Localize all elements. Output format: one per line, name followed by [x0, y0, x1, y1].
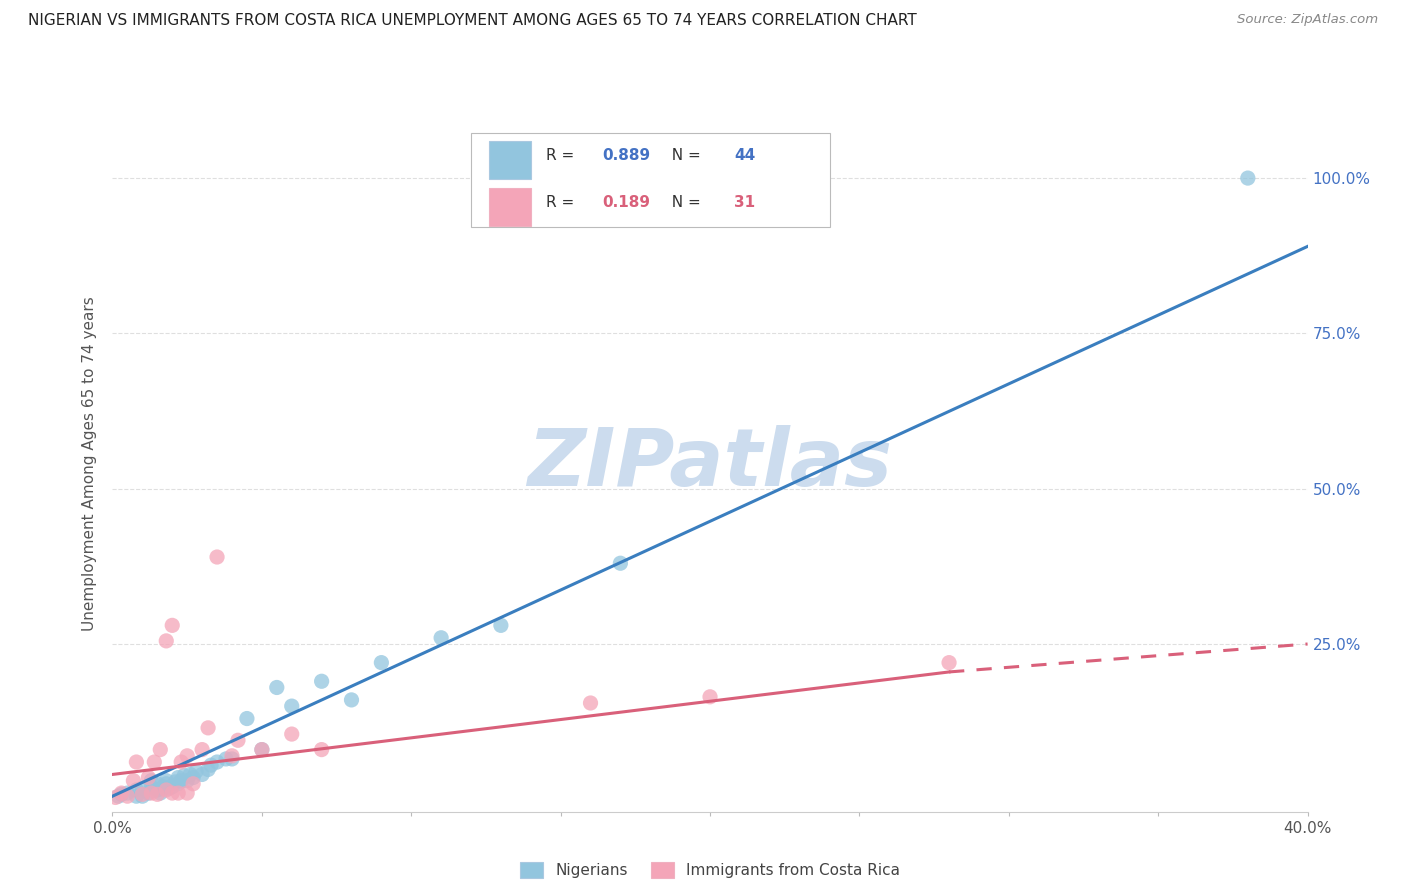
Text: ZIPatlas: ZIPatlas — [527, 425, 893, 503]
FancyBboxPatch shape — [489, 187, 531, 226]
Point — [197, 721, 219, 735]
Point — [191, 742, 214, 756]
Point — [110, 788, 132, 801]
Point — [173, 769, 195, 783]
Text: 0.889: 0.889 — [603, 148, 651, 163]
Point — [181, 771, 204, 785]
Point — [131, 789, 153, 804]
Text: R =: R = — [547, 195, 579, 211]
Point — [149, 786, 172, 800]
Point — [146, 788, 169, 801]
Point — [117, 786, 139, 800]
Point — [311, 674, 333, 689]
Y-axis label: Unemployment Among Ages 65 to 74 years: Unemployment Among Ages 65 to 74 years — [82, 296, 97, 632]
Point — [125, 783, 148, 797]
Point — [167, 786, 190, 800]
Point — [125, 755, 148, 769]
Text: R =: R = — [547, 148, 579, 163]
Point — [170, 773, 193, 788]
Point — [699, 690, 721, 704]
Point — [162, 618, 183, 632]
Point — [215, 752, 238, 766]
Point — [165, 775, 187, 789]
Point — [162, 780, 183, 794]
Point — [250, 742, 273, 756]
Point — [281, 727, 304, 741]
Point — [122, 773, 145, 788]
Point — [281, 699, 304, 714]
Point — [311, 742, 333, 756]
Point — [579, 696, 602, 710]
Point — [205, 549, 228, 564]
FancyBboxPatch shape — [489, 141, 531, 179]
Point — [155, 783, 177, 797]
Point — [167, 771, 190, 785]
Point — [170, 755, 193, 769]
Point — [157, 781, 180, 796]
Point — [205, 755, 228, 769]
Point — [131, 788, 153, 801]
Point — [162, 786, 183, 800]
Point — [266, 681, 288, 695]
Point — [191, 767, 214, 781]
Point — [430, 631, 453, 645]
Point — [155, 777, 177, 791]
Point — [200, 758, 222, 772]
Point — [250, 742, 273, 756]
Point — [609, 556, 631, 570]
Point — [141, 773, 163, 788]
Point — [370, 656, 392, 670]
Point — [197, 763, 219, 777]
Point — [110, 786, 132, 800]
Point — [155, 773, 177, 788]
Point — [221, 748, 243, 763]
Point — [1237, 171, 1260, 186]
Point — [125, 789, 148, 804]
Point — [221, 752, 243, 766]
Point — [104, 790, 127, 805]
Point — [152, 780, 174, 794]
Point — [146, 783, 169, 797]
Text: N =: N = — [662, 148, 706, 163]
Point — [489, 618, 512, 632]
Point — [131, 781, 153, 796]
Point — [226, 733, 249, 747]
Point — [149, 742, 172, 756]
Point — [138, 771, 160, 785]
Point — [117, 789, 139, 804]
Point — [146, 777, 169, 791]
Point — [107, 789, 129, 804]
Point — [938, 656, 960, 670]
Point — [176, 786, 198, 800]
Point — [340, 693, 363, 707]
Point — [155, 633, 177, 648]
Text: 44: 44 — [734, 148, 755, 163]
Point — [176, 748, 198, 763]
Point — [141, 780, 163, 794]
Point — [236, 712, 259, 726]
Point — [167, 777, 190, 791]
Point — [179, 767, 201, 781]
Text: Source: ZipAtlas.com: Source: ZipAtlas.com — [1237, 13, 1378, 27]
FancyBboxPatch shape — [471, 134, 830, 227]
Text: 31: 31 — [734, 195, 755, 211]
Point — [141, 786, 163, 800]
Point — [181, 777, 204, 791]
Point — [176, 773, 198, 788]
Legend: Nigerians, Immigrants from Costa Rica: Nigerians, Immigrants from Costa Rica — [515, 856, 905, 884]
Text: N =: N = — [662, 195, 706, 211]
Point — [186, 764, 208, 779]
Text: 0.189: 0.189 — [603, 195, 651, 211]
Point — [143, 755, 166, 769]
Text: NIGERIAN VS IMMIGRANTS FROM COSTA RICA UNEMPLOYMENT AMONG AGES 65 TO 74 YEARS CO: NIGERIAN VS IMMIGRANTS FROM COSTA RICA U… — [28, 13, 917, 29]
Point — [138, 786, 160, 800]
